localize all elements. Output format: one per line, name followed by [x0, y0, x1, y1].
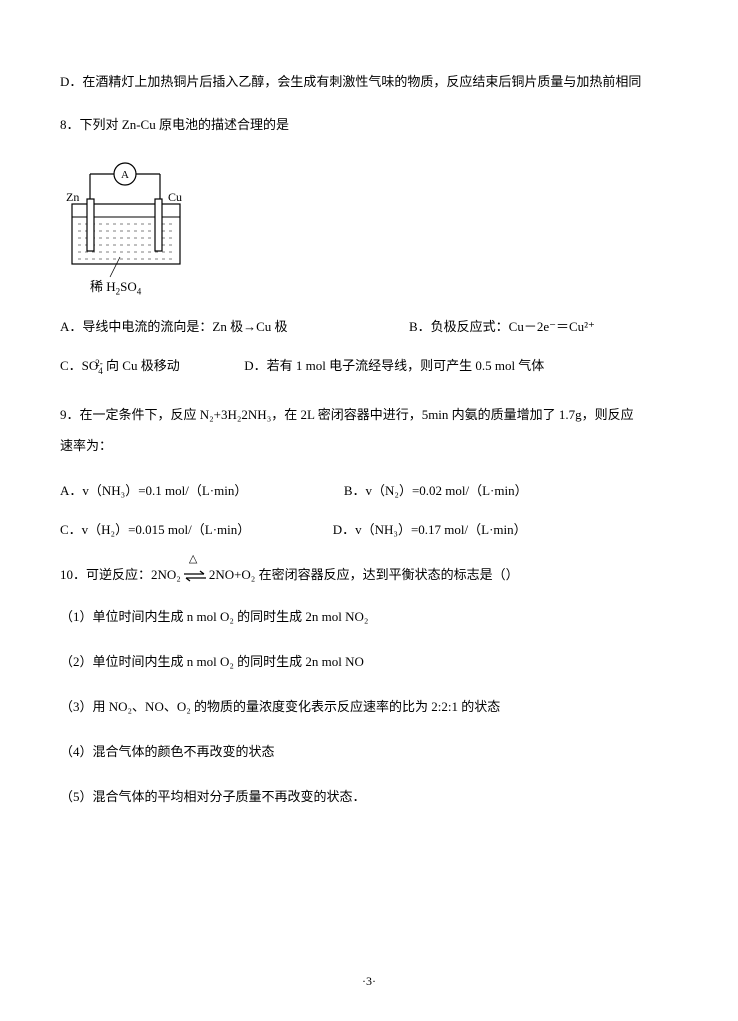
q9-option-b: B．v（N₂）=0.02 mol/（L·min）	[344, 483, 528, 498]
q8-option-a: A．导线中电流的流向是：Zn 极→Cu 极	[60, 319, 288, 334]
q9-option-c: C．v（H₂）=0.015 mol/（L·min）	[60, 522, 250, 537]
q10-opt2: （2）单位时间内生成 n mol O₂ 的同时生成 2n mol NO	[60, 652, 678, 673]
zn-label: Zn	[66, 190, 79, 204]
q10-opt5: （5）混合气体的平均相对分子质量不再改变的状态．	[60, 787, 678, 808]
q8-option-b: B．负极反应式：Cu－2e⁻＝Cu²⁺	[409, 319, 595, 334]
ammeter-label: A	[121, 169, 129, 181]
q10-opt3: （3）用 NO₂、NO、O₂ 的物质的量浓度变化表示反应速率的比为 2:2:1 …	[60, 697, 678, 718]
equilibrium-arrow-icon: △	[181, 565, 209, 586]
q9-option-a: A．v（NH₃）=0.1 mol/（L·min）	[60, 483, 247, 498]
q10-opt1: （1）单位时间内生成 n mol O₂ 的同时生成 2n mol NO₂	[60, 607, 678, 628]
q9-stem-line1: 9．在一定条件下，反应 N₂+3H₂2NH₃，在 2L 密闭容器中进行，5min…	[60, 402, 678, 428]
page-number: ·3·	[0, 972, 738, 991]
q8-option-c: C．SO42- 向 Cu 极移动	[60, 358, 183, 373]
q10-opt4: （4）混合气体的颜色不再改变的状态	[60, 742, 678, 763]
q10-stem: 10．可逆反应：2NO₂ △ 2NO+O₂ 在密闭容器反应，达到平衡状态的标志是…	[60, 565, 678, 586]
q8-option-d: D．若有 1 mol 电子流经导线，则可产生 0.5 mol 气体	[244, 358, 544, 373]
q8-options-row2: C．SO42- 向 Cu 极移动 D．若有 1 mol 电子流经导线，则可产生 …	[60, 356, 678, 378]
q7-option-d: D．在酒精灯上加热铜片后插入乙醇，会生成有刺激性气味的物质，反应结束后铜片质量与…	[60, 68, 678, 97]
q8-diagram: A Zn Cu 稀 H2SO4	[60, 159, 678, 299]
q9-stem-line2: 速率为：	[60, 436, 678, 457]
cu-label: Cu	[168, 190, 182, 204]
q9-option-d: D．v（NH₃）=0.17 mol/（L·min）	[333, 522, 527, 537]
q8-stem: 8．下列对 Zn-Cu 原电池的描述合理的是	[60, 115, 678, 136]
